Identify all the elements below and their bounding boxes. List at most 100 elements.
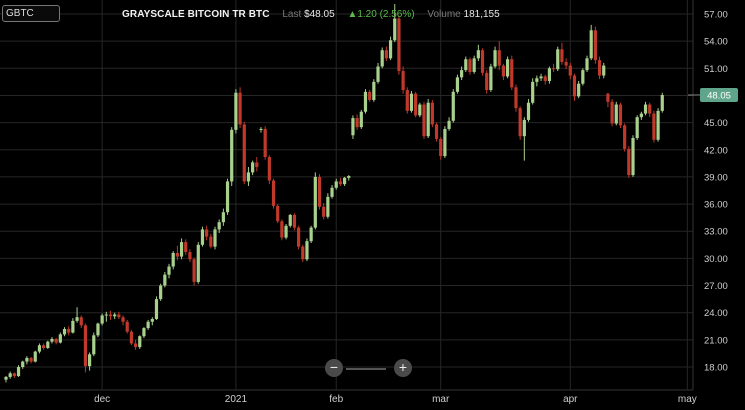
candle xyxy=(518,106,522,140)
candle xyxy=(443,126,447,158)
candle xyxy=(280,219,284,241)
candle-body xyxy=(29,357,33,362)
candle-body xyxy=(581,70,585,84)
candle-body xyxy=(62,328,67,335)
candle-body xyxy=(71,320,75,333)
candle-body xyxy=(439,138,443,157)
candle xyxy=(175,245,179,261)
candle-body xyxy=(225,181,230,213)
candle xyxy=(33,350,37,363)
candle-body xyxy=(393,18,397,41)
candle-body xyxy=(179,242,184,257)
candle xyxy=(577,80,581,99)
candle-body xyxy=(163,274,167,286)
candle xyxy=(200,226,205,247)
candle-body xyxy=(568,65,572,76)
candle xyxy=(142,327,146,339)
candle xyxy=(631,135,635,177)
candle-body xyxy=(485,72,489,91)
candle xyxy=(100,313,104,326)
candle xyxy=(251,160,255,176)
candle xyxy=(117,311,121,320)
candle xyxy=(639,111,643,120)
candle xyxy=(464,56,468,72)
candle-body xyxy=(652,113,656,140)
candle-body xyxy=(380,50,384,67)
y-tick-label: 30.00 xyxy=(704,254,728,265)
last-label: Last xyxy=(282,9,302,20)
candle-body xyxy=(643,104,648,114)
candle-body xyxy=(54,338,58,343)
candle xyxy=(263,126,267,160)
candle xyxy=(221,208,225,226)
candle-body xyxy=(430,102,434,125)
candle xyxy=(330,185,334,199)
candle xyxy=(368,90,372,102)
candle xyxy=(384,46,388,62)
candle xyxy=(547,66,551,84)
candle-body xyxy=(501,65,506,77)
y-tick-label: 27.00 xyxy=(704,281,728,292)
candle xyxy=(460,66,464,81)
candle xyxy=(489,63,493,92)
candle xyxy=(37,343,42,354)
candle-body xyxy=(129,331,133,344)
candle xyxy=(510,55,514,91)
candle xyxy=(259,127,263,133)
candle-body xyxy=(460,70,464,78)
candle xyxy=(133,339,138,350)
candle xyxy=(188,249,192,263)
candle-body xyxy=(497,50,501,66)
candle xyxy=(205,225,209,241)
candle xyxy=(643,101,648,116)
x-tick-label: mar xyxy=(432,394,450,405)
candle xyxy=(493,46,497,69)
y-tick-label: 24.00 xyxy=(704,308,728,319)
security-name: GRAYSCALE BITCOIN TR BTC xyxy=(122,9,270,20)
candle-body xyxy=(133,343,138,348)
candle xyxy=(301,244,305,263)
candle-body xyxy=(21,361,25,367)
candle-body xyxy=(618,104,623,126)
candle xyxy=(514,84,518,112)
candles xyxy=(4,4,664,383)
candle xyxy=(405,87,409,114)
candle-body xyxy=(556,49,560,70)
candle-body xyxy=(184,242,188,253)
candle-body xyxy=(230,129,234,182)
candle xyxy=(46,340,50,349)
candle-body xyxy=(88,354,92,367)
ticker-symbol: GBTC xyxy=(6,8,34,19)
candle-body xyxy=(464,59,468,71)
candle-body xyxy=(631,138,635,176)
candle xyxy=(242,121,246,185)
candle xyxy=(556,46,560,72)
ticker-input[interactable]: GBTC xyxy=(2,5,60,22)
candle-body xyxy=(305,241,309,260)
candle-body xyxy=(205,229,209,237)
candle xyxy=(25,356,29,365)
candle-body xyxy=(447,120,451,129)
candle xyxy=(409,90,414,113)
candle xyxy=(602,62,606,79)
zoom-in-button[interactable]: + xyxy=(394,359,412,377)
candle-body xyxy=(401,71,405,91)
candle xyxy=(660,92,664,113)
candle xyxy=(88,352,92,371)
zoom-out-button[interactable]: − xyxy=(325,359,343,377)
y-tick-label: 57.00 xyxy=(704,10,728,21)
candle-body xyxy=(301,246,305,260)
y-axis: 57.0054.0051.0048.0045.0042.0039.0036.00… xyxy=(704,10,728,374)
zoom-slider[interactable] xyxy=(346,368,386,370)
candle xyxy=(472,55,476,74)
candle xyxy=(125,319,129,334)
candle-body xyxy=(96,323,100,336)
candle-body xyxy=(100,315,104,324)
candle-body xyxy=(330,187,334,197)
x-tick-label: may xyxy=(678,394,697,405)
candle-body xyxy=(58,334,62,343)
candle-body xyxy=(426,102,430,137)
candle xyxy=(426,99,430,139)
candle-body xyxy=(648,104,652,114)
candle xyxy=(12,372,16,378)
